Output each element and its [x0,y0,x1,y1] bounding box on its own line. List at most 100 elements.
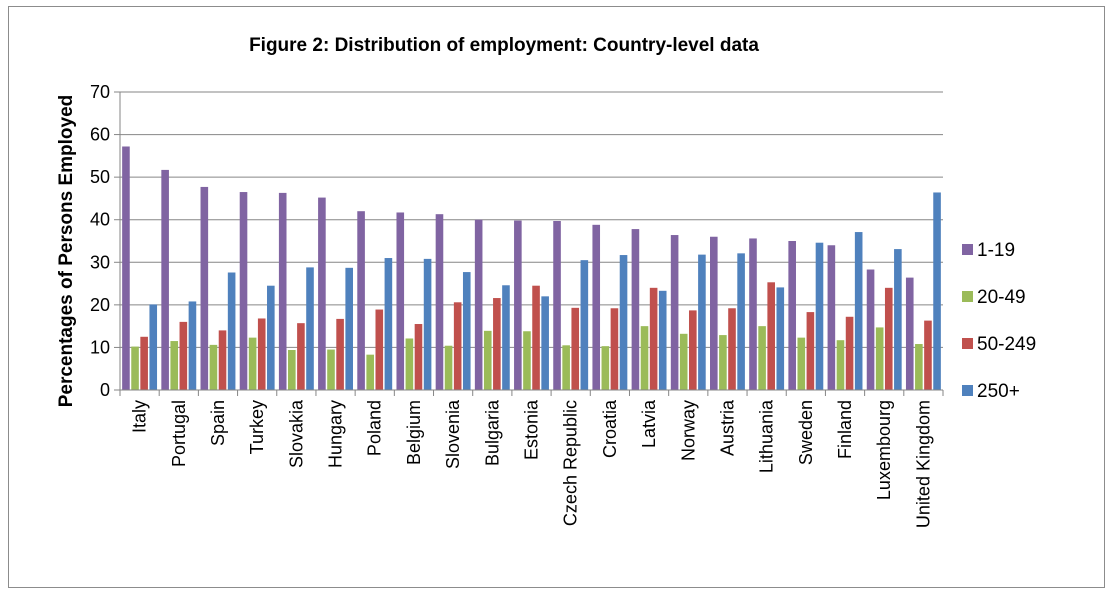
bar-50-249 [649,287,658,390]
bar-250+ [149,304,158,390]
y-tick-label: 0 [100,380,110,400]
y-tick-label: 70 [90,82,110,102]
bar-50-249 [140,336,148,390]
bar-20-49 [131,346,139,390]
bar-250+ [345,267,353,390]
x-tick-label: United Kingdom [913,400,933,528]
bar-50-249 [689,310,697,390]
y-tick-label: 60 [90,125,110,145]
bar-20-49 [248,337,257,390]
bar-50-249 [610,308,619,390]
bar-50-249 [257,318,266,390]
bar-50-249 [806,312,815,390]
bar-20-49 [483,330,492,390]
bar-250+ [423,258,432,390]
bar-50-249 [924,320,932,390]
x-tick-label: Portugal [169,400,189,467]
bar-20-49 [562,345,570,390]
legend-swatch [962,338,973,349]
bar-250+ [776,287,785,390]
x-tick-label: Lithuania [757,399,777,473]
bar-250+ [188,301,197,390]
legend-label: 20-49 [977,287,1026,308]
bar-50-249 [767,282,775,390]
y-tick-labels: 0 10 20 30 40 50 60 70 [90,82,110,400]
bar-1-19 [866,269,875,390]
legend-label: 50-249 [977,334,1036,355]
x-tick-label: Norway [678,400,698,461]
bar-50-249 [179,321,188,390]
bar-250+ [815,242,824,390]
bar-250+ [384,258,393,390]
bar-20-49 [836,340,845,390]
bar-250+ [541,296,549,390]
x-tick-label: Sweden [796,400,816,465]
x-tick-label: Latvia [639,399,659,448]
bar-1-19 [631,229,640,390]
bar-20-49 [209,344,218,390]
bar-20-49 [288,349,296,390]
x-tick-label: Belgium [404,400,424,465]
chart-title: Figure 2: Distribution of employment: Co… [249,35,759,56]
bar-50-249 [453,302,462,390]
x-tick-label: Luxembourg [874,400,894,500]
bar-1-19 [435,214,444,390]
bar-20-49 [797,337,806,390]
bar-250+ [462,272,471,390]
axes [119,92,944,396]
legend-label: 1-19 [977,240,1015,261]
bar-1-19 [514,220,522,390]
bar-250+ [737,253,745,390]
bar-20-49 [679,333,688,390]
bar-1-19 [749,238,757,390]
bar-250+ [227,272,236,390]
legend-swatch [962,291,973,302]
y-tick-label: 10 [90,337,110,357]
bar-1-19 [278,192,287,390]
bar-50-249 [884,287,893,390]
y-tick-label: 20 [90,295,110,315]
bar-1-19 [710,236,718,390]
x-tick-label: Poland [365,400,385,456]
bar-20-49 [366,354,374,390]
y-axis-label: Percentages of Persons Employed [56,95,77,408]
bar-50-249 [493,298,501,390]
x-tick-label: Austria [717,399,737,456]
bar-50-249 [375,309,384,390]
bar-20-49 [719,335,727,390]
bar-20-49 [170,341,179,390]
bar-20-49 [327,349,335,390]
bar-1-19 [474,219,483,390]
bar-250+ [854,232,863,390]
bar-250+ [894,249,902,390]
legend-label: 250+ [977,381,1020,402]
bar-250+ [619,255,628,390]
x-tick-label: Slovakia [286,399,306,468]
bars [122,146,941,390]
x-tick-label: Hungary [326,400,346,468]
x-tick-label: Spain [208,400,228,446]
bar-20-49 [405,338,414,390]
bar-1-19 [827,245,836,390]
legend: 1-19 20-49 50-249 250+ [962,240,1036,402]
bar-20-49 [444,345,453,390]
bar-20-49 [640,326,649,390]
bar-1-19 [396,212,405,390]
bar-250+ [698,254,706,390]
y-tick-label: 30 [90,252,110,272]
bar-1-19 [161,169,169,390]
bar-20-49 [523,331,531,390]
x-tick-label: Turkey [247,400,267,454]
bar-1-19 [905,277,914,390]
bar-50-249 [845,316,854,390]
bar-250+ [580,260,589,390]
bar-50-249 [218,330,227,390]
bar-250+ [502,285,510,390]
y-tick-label: 50 [90,167,110,187]
bar-50-249 [532,285,540,390]
legend-swatch [962,244,973,255]
bar-1-19 [553,220,561,390]
bar-1-19 [200,186,209,390]
bar-20-49 [875,327,884,390]
